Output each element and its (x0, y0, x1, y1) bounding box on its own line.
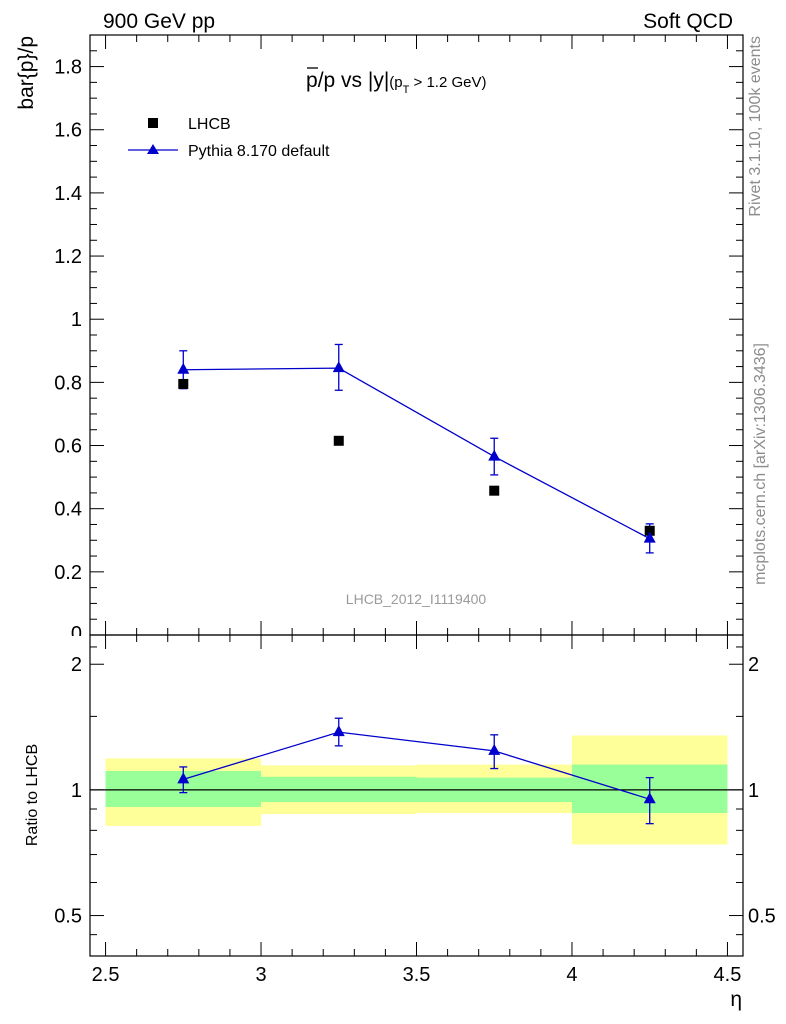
legend-marker-pythia (147, 144, 159, 154)
title-cut-open: (p (389, 74, 402, 91)
legend-marker-lhcb (148, 118, 158, 128)
x-tick-label: 4.5 (714, 964, 742, 986)
ratio-y-tick-label-right: 1 (748, 780, 759, 802)
header-right-label: Soft QCD (643, 10, 733, 33)
main-y-tick-label-zero: 0 (71, 623, 82, 645)
pythia-data-point (643, 531, 656, 543)
title-pbar: p (306, 69, 318, 92)
main-y-tick-label: 1.8 (54, 57, 82, 79)
lhcb-data-point (489, 485, 500, 496)
legend: LHCB Pythia 8.170 default (128, 116, 330, 160)
ratio-pythia-point (488, 743, 501, 755)
main-y-tick-label: 1 (71, 309, 82, 331)
main-y-tick-label: 1.4 (54, 183, 82, 205)
main-y-axis-label: bar{p}/p (15, 36, 38, 110)
ratio-y-axis-label: Ratio to LHCB (24, 744, 41, 846)
ratio-frame (89, 634, 744, 957)
ratio-y-tick-label-right: 2 (748, 654, 759, 676)
pythia-series-line (183, 367, 651, 540)
main-y-tick-label: 0.8 (54, 372, 82, 394)
x-tick-label: 4 (566, 964, 577, 986)
ratio-y-tick-label: 2 (71, 654, 82, 676)
lhcb-data-point (178, 378, 189, 389)
ratio-y-tick-label-right: 0.5 (748, 906, 776, 928)
analysis-watermark: LHCB_2012_I1119400 (346, 591, 487, 607)
title-cut-close: > 1.2 GeV) (409, 74, 486, 91)
zero-label-mask (60, 636, 89, 648)
title-middle: /p vs |y| (318, 69, 390, 92)
x-tick-label: 3.5 (403, 964, 431, 986)
ratio-y-tick-label: 1 (71, 780, 82, 802)
x-axis-label: η (730, 988, 742, 1011)
x-tick-label: 3 (255, 964, 266, 986)
ratio-pythia-point (177, 772, 190, 784)
lhcb-data-point (644, 525, 655, 536)
ratio-pythia-point (643, 792, 656, 804)
ratio-y-tick-label: 0.5 (54, 906, 82, 928)
main-y-tick-label: 0.2 (54, 562, 82, 584)
main-panel: 0.2 0.4 0.6 0.8 1 1.2 1.4 1.6 1.8 0 p/p vs |y|(pT… (15, 34, 744, 648)
x-tick-label: 2.5 (92, 964, 120, 986)
legend-label-pythia: Pythia 8.170 default (188, 143, 330, 160)
side-label-rivet: Rivet 3.1.10, 100k events (747, 36, 764, 217)
main-y-tick-label: 1.6 (54, 120, 82, 142)
title-cut-sub: T (403, 84, 410, 96)
side-label-mcplots: mcplots.cern.ch [arXiv:1306.3436] (752, 343, 769, 585)
main-y-tick-label: 1.2 (54, 246, 82, 268)
main-y-tick-label: 0.4 (54, 499, 82, 521)
main-y-tick-label: 0.6 (54, 436, 82, 458)
ratio-pythia-point (332, 725, 345, 737)
main-title: p/p vs |y|(pT > 1.2 GeV) (306, 69, 486, 96)
ratio-pythia-line (183, 731, 650, 800)
pythia-data-point (177, 362, 190, 374)
pythia-data-point (332, 361, 345, 373)
pythia-data-point (488, 449, 501, 461)
lhcb-data-point (333, 435, 344, 446)
legend-label-lhcb: LHCB (188, 116, 231, 133)
ratio-panel: 0.5 0.5 1 1 2 2 2.5 3 3.5 4 4.5 Ratio to LHCB η (24, 634, 776, 1011)
header-left-label: 900 GeV pp (103, 10, 215, 33)
